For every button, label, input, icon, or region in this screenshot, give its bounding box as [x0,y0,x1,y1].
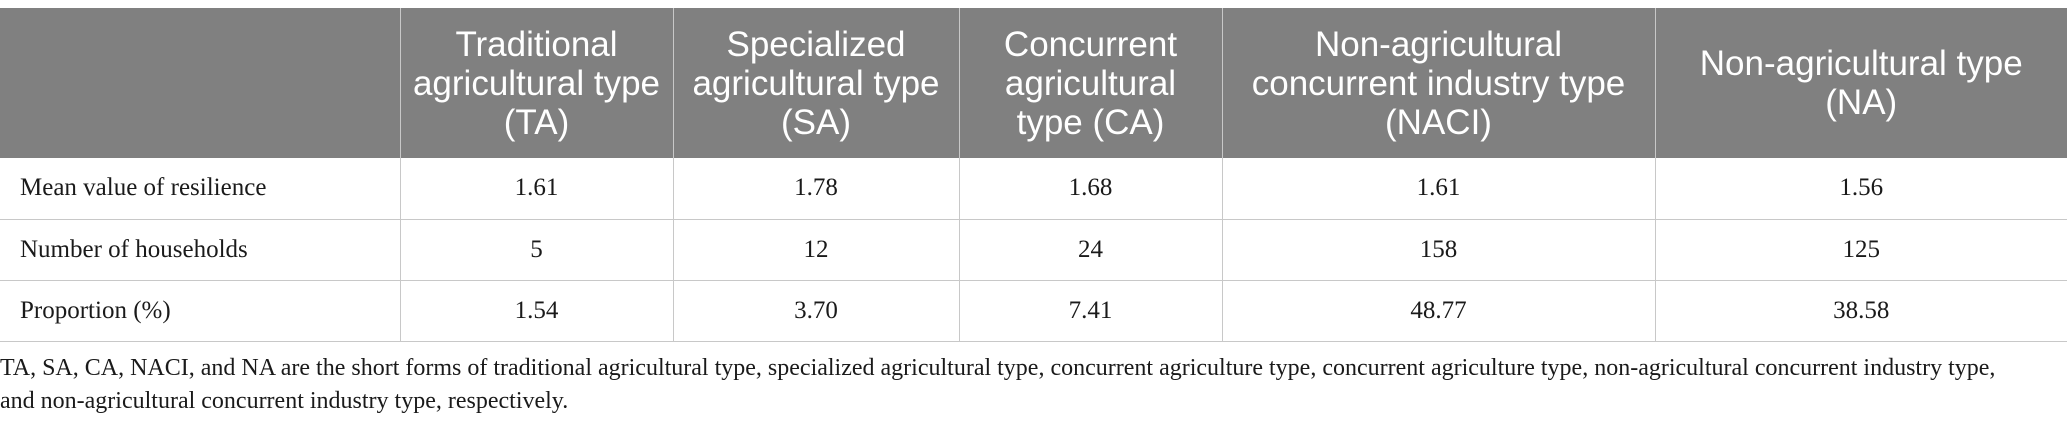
header-non-agricultural-concurrent-industry-type: Non-agricultural concurrent industry typ… [1221,8,1655,158]
table-cell: 1.56 [1654,158,2067,220]
header-specialized-agricultural-type: Specialized agricultural type (SA) [672,8,959,158]
household-type-table: Traditional agricultural type (TA) Speci… [0,8,2067,342]
table-cell: 158 [1221,219,1655,281]
table-cell: 7.41 [958,280,1222,342]
table-cell: 1.61 [399,158,673,220]
header-corner [0,8,400,158]
table-cell: 24 [958,219,1222,281]
table-cell: 125 [1654,219,2067,281]
header-non-agricultural-type: Non-agricultural type (NA) [1654,8,2067,158]
row-label-proportion: Proportion (%) [0,280,400,342]
row-label-number-of-households: Number of households [0,219,400,281]
table-cell: 1.61 [1221,158,1655,220]
table-cell: 1.54 [399,280,673,342]
table-cell: 48.77 [1221,280,1655,342]
header-concurrent-agricultural-type: Concurrent agricultural type (CA) [958,8,1222,158]
table-row: Proportion (%) 1.54 3.70 7.41 48.77 38.5… [0,280,2067,342]
table-cell: 1.68 [958,158,1222,220]
table-row: Number of households 5 12 24 158 125 [0,219,2067,281]
row-label-mean-resilience: Mean value of resilience [0,158,400,220]
table-cell: 5 [399,219,673,281]
header-traditional-agricultural-type: Traditional agricultural type (TA) [399,8,673,158]
table-row: Mean value of resilience 1.61 1.78 1.68 … [0,158,2067,220]
table-cell: 12 [672,219,959,281]
table-cell: 3.70 [672,280,959,342]
header-row: Traditional agricultural type (TA) Speci… [0,8,2067,158]
table-cell: 38.58 [1654,280,2067,342]
table-footnote: TA, SA, CA, NACI, and NA are the short f… [0,355,1996,414]
table-cell: 1.78 [672,158,959,220]
